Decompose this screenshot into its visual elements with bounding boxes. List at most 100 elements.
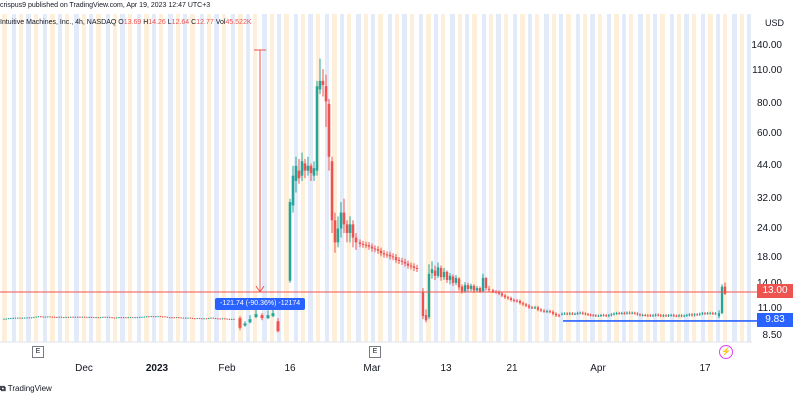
session-band: [747, 14, 751, 342]
candle-body: [698, 313, 701, 315]
candle-body: [86, 317, 88, 319]
price-tick-label: 18.00: [756, 252, 782, 264]
candle-body: [571, 313, 574, 315]
candle-body: [63, 317, 65, 319]
session-band: [708, 14, 713, 342]
time-tick-label: 17: [699, 363, 711, 374]
time-tick-label: Mar: [363, 363, 381, 374]
candle-body: [631, 312, 634, 314]
open-label: O: [118, 19, 124, 26]
candle-body: [563, 313, 566, 315]
candle-body: [312, 168, 316, 176]
session-band: [504, 14, 508, 342]
candle-body: [83, 316, 86, 318]
candle-body: [300, 161, 304, 176]
candle-body: [354, 237, 358, 243]
session-band: [388, 14, 392, 342]
candle-body: [106, 316, 109, 318]
price-badge-red: 13.00: [757, 284, 793, 298]
candle-body: [60, 316, 63, 318]
high-label: H: [143, 19, 149, 26]
published-line: crispus9 published on TradingView.com, A…: [0, 2, 211, 9]
candle-body: [618, 313, 621, 315]
session-band: [740, 14, 744, 342]
session-band: [200, 14, 204, 342]
candle-body: [421, 292, 425, 317]
close-label: C: [191, 19, 197, 26]
candle-body: [339, 212, 343, 229]
candle-body: [198, 318, 201, 320]
session-band: [576, 14, 580, 342]
price-tick-label: 110.00: [752, 64, 782, 76]
candle-body: [224, 318, 226, 320]
candle-body: [214, 318, 217, 320]
candle-body: [714, 313, 717, 315]
candle-body: [605, 315, 608, 317]
candle-body: [454, 277, 458, 283]
candle-body: [654, 314, 657, 316]
candle-body: [400, 260, 404, 262]
candle-body: [457, 278, 461, 288]
session-band: [614, 14, 619, 342]
candle-body: [696, 314, 699, 316]
candle-body: [589, 314, 592, 316]
candle-body: [445, 271, 449, 281]
price-tick-label: 24.00: [756, 222, 782, 234]
candle-body: [306, 165, 310, 171]
earnings-marker[interactable]: E: [32, 346, 44, 358]
session-band: [2, 14, 7, 342]
candle-body: [358, 242, 362, 244]
session-band: [489, 14, 493, 342]
price-tick-label: 8.50: [762, 330, 782, 341]
candle-body: [388, 254, 392, 257]
session-band: [598, 14, 602, 342]
candle-body: [134, 317, 136, 319]
session-band: [277, 14, 281, 342]
symbol-title[interactable]: Intuitive Machines, Inc., 4h, NASDAQ: [0, 19, 117, 26]
tradingview-logo[interactable]: ⧉ TradingView: [0, 384, 52, 394]
session-band: [684, 14, 689, 342]
candle-body: [382, 253, 386, 255]
candle-body: [303, 163, 307, 171]
candle-body: [5, 318, 7, 320]
candle-body: [125, 317, 127, 319]
session-band: [340, 14, 344, 342]
session-band: [450, 14, 455, 342]
session-band: [43, 14, 47, 342]
candle-body: [49, 316, 51, 318]
candle-body: [639, 314, 641, 316]
candle-body: [548, 311, 552, 313]
candle-body: [187, 317, 189, 319]
time-tick-label: 13: [440, 363, 452, 374]
session-band: [152, 14, 156, 342]
candle-body: [503, 295, 507, 298]
low-label: L: [167, 19, 172, 26]
candle-body: [657, 314, 660, 316]
session-band: [238, 14, 243, 342]
candle-body: [361, 243, 365, 245]
earnings-marker[interactable]: E: [369, 346, 381, 358]
candle-body: [439, 267, 443, 278]
candle-body: [111, 317, 113, 319]
candle-body: [487, 288, 491, 290]
candle-body: [545, 311, 549, 313]
candle-body: [688, 314, 691, 316]
session-band: [106, 14, 110, 342]
candle-body: [205, 318, 208, 320]
candle-body: [615, 313, 618, 315]
session-band: [137, 14, 141, 342]
time-tick-label: 2023: [145, 363, 169, 374]
candle-body: [162, 316, 164, 318]
candle-body: [491, 290, 495, 292]
session-band: [583, 14, 587, 342]
candle-body: [584, 313, 587, 315]
candle-body: [469, 285, 473, 289]
price-badge-blue: 9.83: [757, 313, 793, 327]
candle-body: [266, 315, 270, 319]
price-tick-label: 44.00: [756, 159, 782, 171]
candle-body: [226, 318, 228, 320]
session-band: [590, 14, 595, 342]
lightning-icon[interactable]: ⚡: [719, 345, 733, 359]
